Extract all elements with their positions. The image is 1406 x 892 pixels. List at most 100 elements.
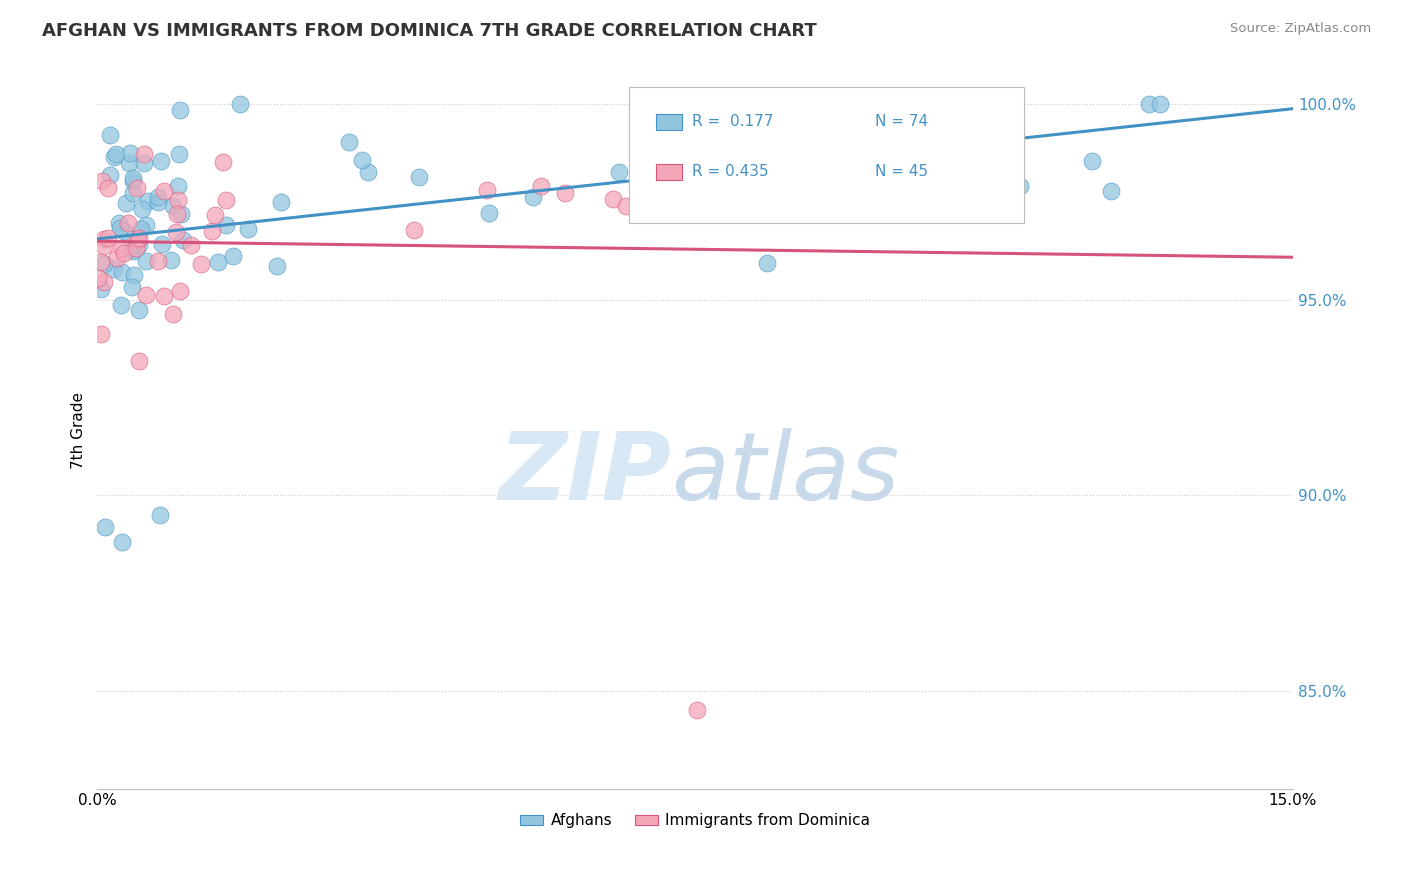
Point — [111, 535, 134, 549]
Point — [135, 254, 157, 268]
Point — [121, 174, 143, 188]
Text: N = 45: N = 45 — [875, 164, 928, 179]
Point — [118, 145, 141, 160]
Point — [337, 135, 360, 149]
Point — [787, 144, 810, 158]
Point — [165, 225, 187, 239]
Point — [117, 216, 139, 230]
Point — [1008, 178, 1031, 193]
Point — [128, 303, 150, 318]
Point — [93, 257, 115, 271]
Point — [204, 208, 226, 222]
Point — [90, 326, 112, 341]
Point — [112, 224, 135, 238]
Point — [1149, 97, 1171, 112]
Point — [146, 254, 169, 268]
Point — [167, 147, 190, 161]
Legend: Afghans, Immigrants from Dominica: Afghans, Immigrants from Dominica — [513, 807, 876, 835]
Point — [408, 169, 430, 184]
Point — [98, 168, 121, 182]
Point — [103, 150, 125, 164]
Point — [522, 190, 544, 204]
Point — [180, 238, 202, 252]
Point — [704, 170, 727, 185]
Point — [153, 184, 176, 198]
Point — [131, 202, 153, 216]
Point — [122, 268, 145, 283]
Point — [1137, 97, 1160, 112]
Point — [914, 115, 936, 129]
Point — [105, 252, 128, 266]
Point — [212, 155, 235, 169]
Point — [93, 232, 115, 246]
Y-axis label: 7th Grade: 7th Grade — [72, 392, 86, 469]
Point — [475, 182, 498, 196]
Point — [90, 282, 112, 296]
Point — [98, 128, 121, 142]
Point — [169, 284, 191, 298]
Point — [93, 275, 115, 289]
Point — [803, 134, 825, 148]
Point — [607, 165, 630, 179]
Point — [128, 238, 150, 252]
Point — [90, 255, 112, 269]
Point — [152, 289, 174, 303]
Point — [530, 179, 553, 194]
Point — [716, 176, 738, 190]
Point — [169, 207, 191, 221]
Text: Source: ZipAtlas.com: Source: ZipAtlas.com — [1230, 22, 1371, 36]
Point — [108, 221, 131, 235]
Point — [125, 232, 148, 246]
Point — [125, 241, 148, 255]
Point — [962, 163, 984, 178]
Point — [138, 194, 160, 208]
Point — [215, 193, 238, 207]
Point — [150, 236, 173, 251]
Point — [121, 244, 143, 258]
Point — [86, 271, 108, 285]
Point — [149, 153, 172, 168]
Point — [128, 231, 150, 245]
Point — [128, 353, 150, 368]
Point — [162, 199, 184, 213]
Point — [1099, 184, 1122, 198]
Point — [108, 216, 131, 230]
Point — [554, 186, 576, 200]
FancyBboxPatch shape — [630, 87, 1024, 223]
Point — [222, 249, 245, 263]
Point — [266, 259, 288, 273]
Point — [104, 147, 127, 161]
Point — [1081, 154, 1104, 169]
Point — [169, 103, 191, 118]
Text: AFGHAN VS IMMIGRANTS FROM DOMINICA 7TH GRADE CORRELATION CHART: AFGHAN VS IMMIGRANTS FROM DOMINICA 7TH G… — [42, 22, 817, 40]
Point — [112, 246, 135, 260]
Point — [135, 288, 157, 302]
Point — [149, 508, 172, 522]
Point — [880, 199, 903, 213]
Point — [129, 221, 152, 235]
Point — [404, 223, 426, 237]
Point — [127, 233, 149, 247]
Point — [94, 519, 117, 533]
Point — [167, 193, 190, 207]
Text: R =  0.177: R = 0.177 — [692, 114, 773, 129]
Point — [686, 703, 709, 717]
Point — [616, 199, 638, 213]
Point — [122, 186, 145, 201]
Point — [132, 146, 155, 161]
Point — [823, 97, 845, 112]
Point — [160, 253, 183, 268]
Point — [90, 174, 112, 188]
Point — [127, 181, 149, 195]
Point — [900, 112, 922, 127]
Point — [207, 255, 229, 269]
Point — [215, 218, 238, 232]
Point — [756, 256, 779, 270]
Point — [356, 164, 378, 178]
Point — [97, 231, 120, 245]
Point — [270, 195, 292, 210]
Point — [132, 156, 155, 170]
Point — [115, 196, 138, 211]
Point — [121, 279, 143, 293]
FancyBboxPatch shape — [655, 164, 682, 179]
